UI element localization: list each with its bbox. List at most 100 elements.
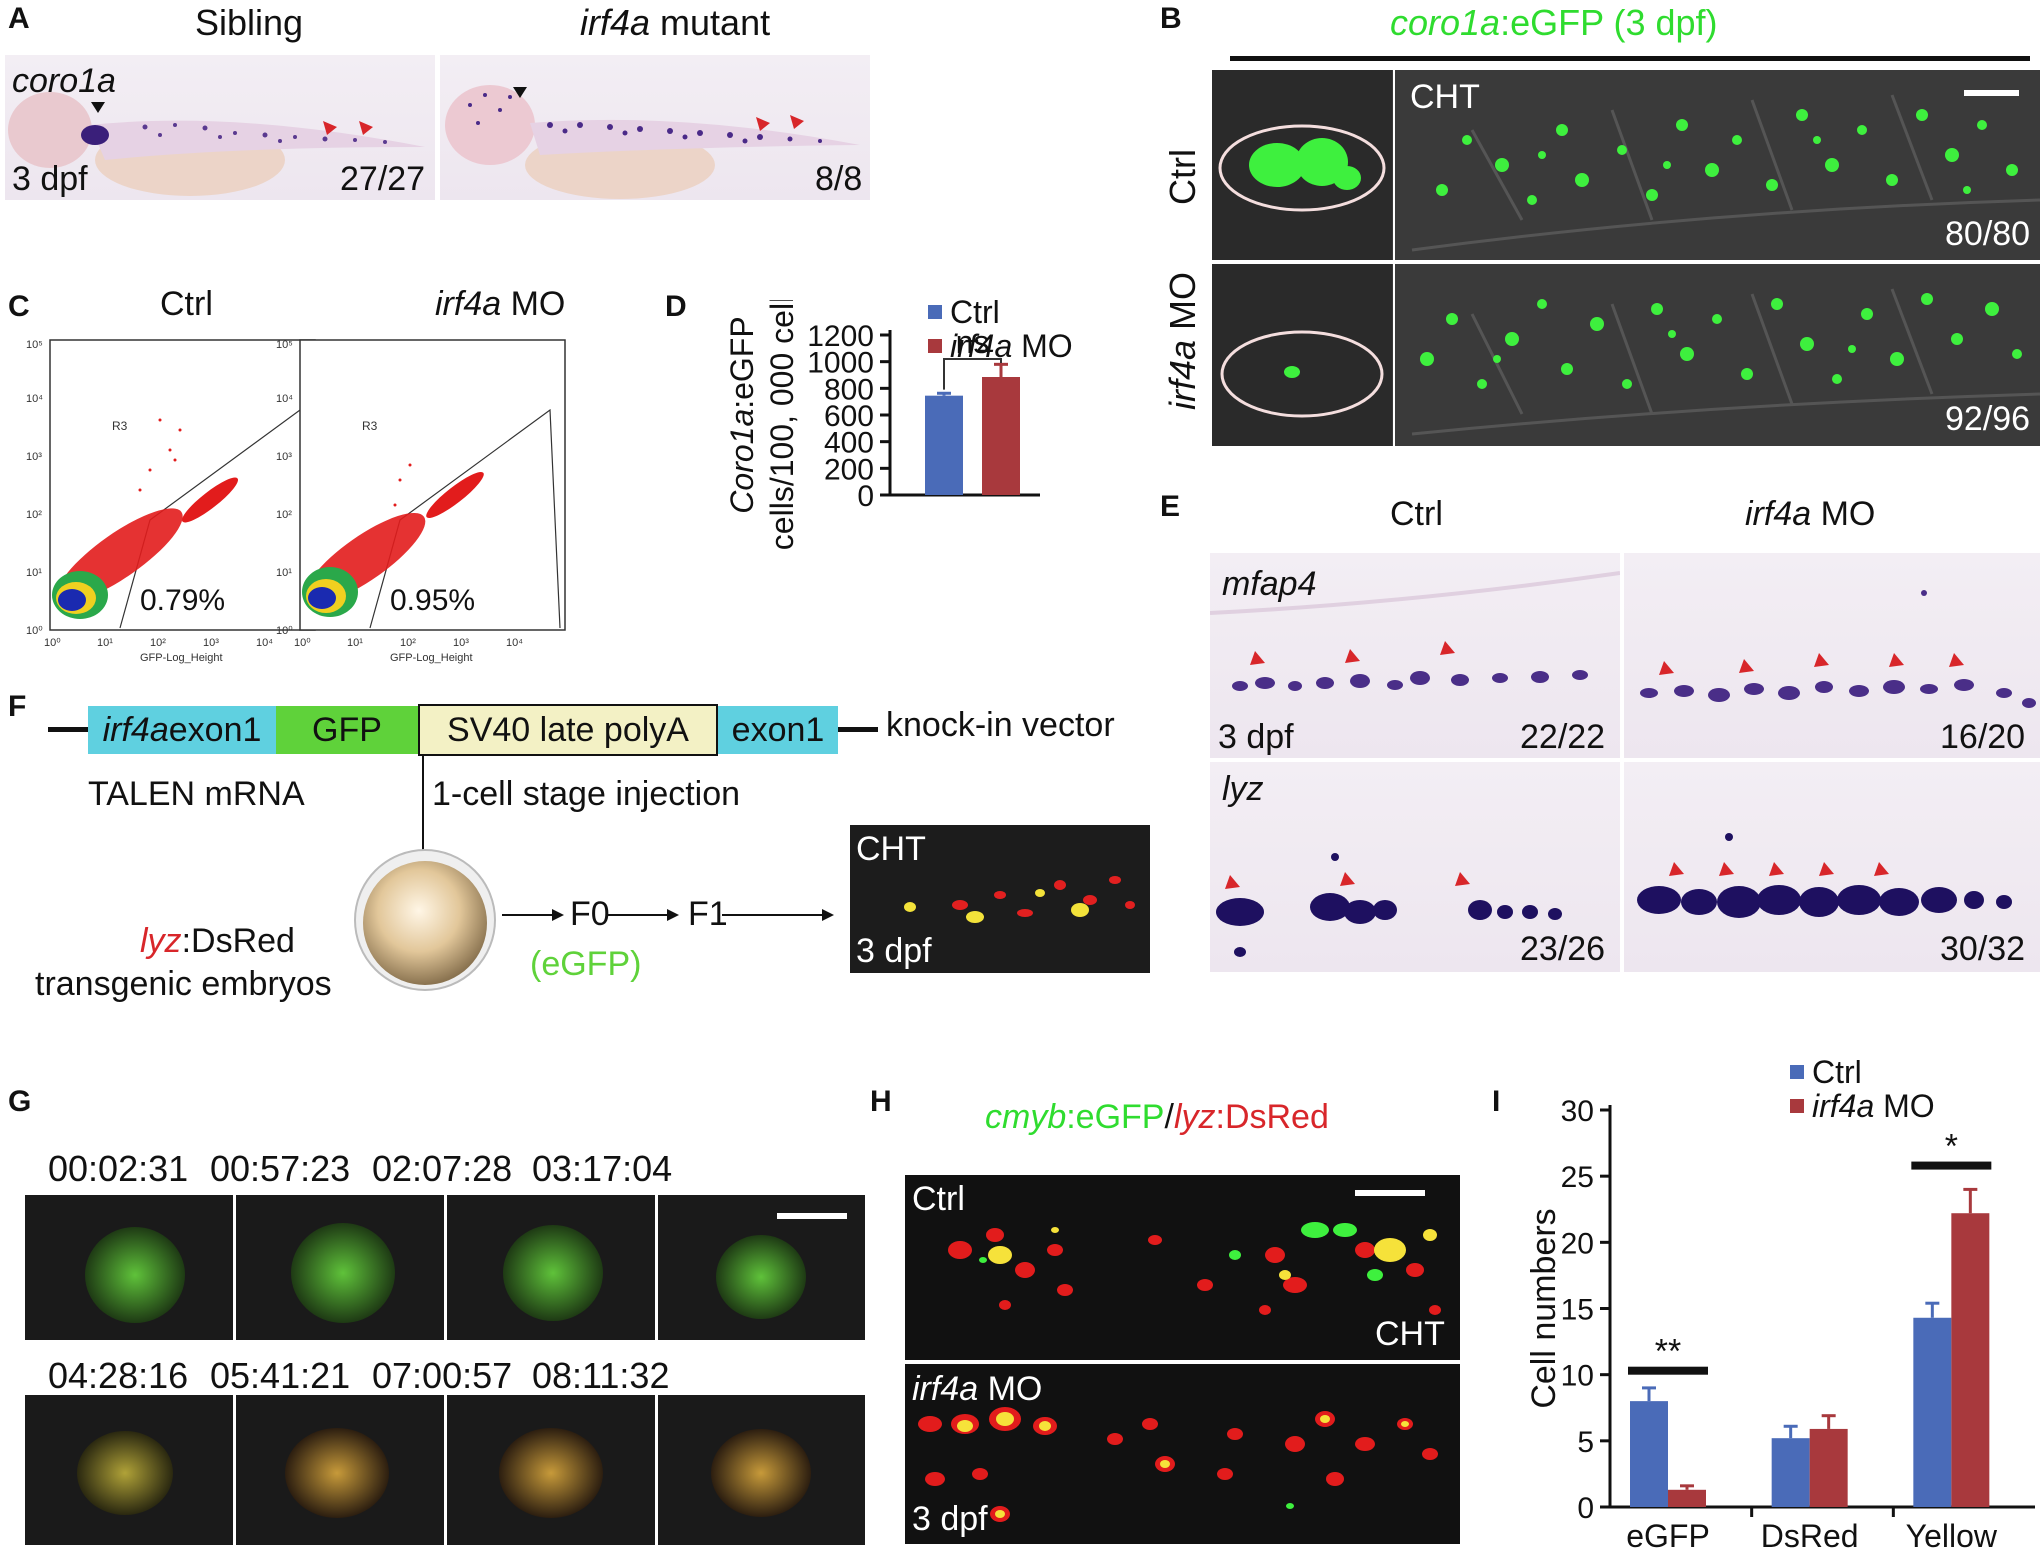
bar-i-2-1 bbox=[1951, 1213, 1990, 1507]
panel-h-title: cmyb:eGFP/lyz:DsRed bbox=[985, 1098, 1329, 1136]
sig-label-i-0: ** bbox=[1655, 1333, 1681, 1371]
legend-swatch-mo-d bbox=[928, 339, 942, 353]
panel-label-d: D bbox=[665, 290, 687, 323]
legend-swatch-ctrl-d bbox=[928, 305, 942, 319]
x-tick-label-i: DsRed bbox=[1761, 1518, 1859, 1550]
legend-label-ctrl-i: Ctrl bbox=[1812, 1060, 1862, 1090]
sig-bracket-d bbox=[943, 358, 1002, 390]
svg-text:10³: 10³ bbox=[453, 637, 469, 649]
y-tick-label-d: 400 bbox=[824, 427, 874, 460]
svg-text:10²: 10² bbox=[150, 637, 166, 649]
bar-i-2-0 bbox=[1913, 1317, 1952, 1507]
mo-confocal-image bbox=[1212, 264, 2040, 446]
embryo-picture bbox=[354, 849, 496, 991]
lyz-mo-image bbox=[1624, 762, 2040, 972]
vector-segment-exon1: irf4a exon1 bbox=[88, 706, 276, 754]
y-tick-label-d: 1200 bbox=[807, 320, 874, 353]
vector-segment-exon1-right: exon1 bbox=[718, 706, 838, 754]
bar-i-1-1 bbox=[1809, 1428, 1848, 1507]
mutant-title: irf4a mutant bbox=[580, 2, 771, 43]
svg-text:GFP-Log_Height: GFP-Log_Height bbox=[140, 652, 223, 664]
flow-plot-mo-svg: 10⁰ 10¹ 10² 10³ 10⁴ 10⁵ 10⁰ 10¹ 10² 10³ 10⁴ G… bbox=[276, 339, 566, 664]
time-label-7: 07:00:57 bbox=[372, 1355, 513, 1396]
y-label-i: Cell numbers bbox=[1525, 1208, 1563, 1408]
sig-bar-i-2 bbox=[1911, 1161, 1992, 1170]
count-lyz-mo: 30/32 bbox=[1940, 930, 2026, 968]
vector-segment-gfp: GFP bbox=[276, 706, 418, 754]
svg-text:10²: 10² bbox=[400, 637, 416, 649]
stage-label-a: 3 dpf bbox=[12, 160, 88, 198]
time-label-6: 05:41:21 bbox=[210, 1355, 351, 1396]
h-mo-image bbox=[905, 1364, 1460, 1544]
count-mfap4-ctrl: 22/22 bbox=[1520, 718, 1606, 756]
svg-text:0.79%: 0.79% bbox=[140, 584, 225, 617]
svg-text:10⁰: 10⁰ bbox=[26, 625, 43, 637]
time-label-1: 00:02:31 bbox=[48, 1148, 189, 1189]
svg-text:10⁰: 10⁰ bbox=[294, 637, 311, 649]
y-tick-label-d: 800 bbox=[824, 373, 874, 406]
y-label-line2-d: cells/100, 000 cells bbox=[764, 300, 800, 550]
mfap4-mo-image bbox=[1624, 553, 2040, 758]
count-lyz-ctrl: 23/26 bbox=[1520, 930, 1606, 968]
time-label-4: 03:17:04 bbox=[532, 1148, 673, 1189]
svg-text:10³: 10³ bbox=[26, 451, 42, 463]
sibling-embryo-drawing bbox=[8, 92, 425, 196]
h-ctrl-image bbox=[905, 1175, 1460, 1360]
mfap4-ctrl-drawing bbox=[1210, 571, 1620, 691]
legend-label-mo-d: irf4a MO bbox=[950, 328, 1073, 364]
panel-label-a: A bbox=[8, 2, 30, 35]
bar-i-0-1 bbox=[1668, 1489, 1706, 1507]
y-tick-label-i: 0 bbox=[1577, 1492, 1594, 1525]
bar-d-1 bbox=[982, 377, 1020, 495]
time-label-5: 04:28:16 bbox=[48, 1355, 189, 1396]
y-tick-label-i: 5 bbox=[1577, 1426, 1594, 1459]
svg-text:10⁰: 10⁰ bbox=[276, 625, 293, 637]
talen-label: TALEN mRNA bbox=[88, 775, 305, 813]
flow-plot-ctrl: 10⁰ 10¹ 10² 10³ 10⁴ 10⁵ 10⁰ 10¹ 10² 10³ 10⁴ G… bbox=[0, 330, 330, 670]
sibling-count: 27/27 bbox=[340, 160, 426, 198]
mutant-count: 8/8 bbox=[815, 160, 863, 198]
svg-text:10⁴: 10⁴ bbox=[26, 393, 43, 405]
gene-label-lyz: lyz bbox=[1222, 770, 1264, 808]
egfp-label: (eGFP) bbox=[530, 945, 642, 983]
svg-text:0.95%: 0.95% bbox=[390, 584, 475, 617]
transgenic-label: transgenic embryos bbox=[35, 965, 332, 1003]
f1-fluorescence-image bbox=[850, 825, 1150, 973]
y-tick-label-d: 1000 bbox=[807, 347, 874, 380]
svg-text:10⁰: 10⁰ bbox=[44, 637, 61, 649]
svg-text:10⁴: 10⁴ bbox=[506, 637, 523, 649]
vector-right-line bbox=[838, 727, 878, 732]
mutant-embryo-image bbox=[440, 55, 870, 200]
lyz-ctrl-drawing bbox=[1216, 853, 1562, 957]
flow-plot-mo: 10⁰ 10¹ 10² 10³ 10⁴ 10⁵ 10⁰ 10¹ 10² 10³ 10⁴ G… bbox=[250, 330, 580, 670]
svg-text:10⁴: 10⁴ bbox=[256, 637, 273, 649]
y-tick-label-i: 20 bbox=[1561, 1227, 1594, 1260]
svg-text:10²: 10² bbox=[276, 509, 292, 521]
legend-label-mo-i: irf4a MO bbox=[1812, 1088, 1935, 1124]
panel-e-mo-title: irf4a MO bbox=[1745, 495, 1876, 533]
generation-arrows bbox=[502, 909, 834, 921]
time-label-2: 00:57:23 bbox=[210, 1148, 351, 1189]
panel-b-mo-count: 92/96 bbox=[1945, 400, 2031, 438]
gene-label-mfap4: mfap4 bbox=[1222, 565, 1317, 603]
sig-bar-i-0 bbox=[1628, 1366, 1708, 1375]
time-label-3: 02:07:28 bbox=[372, 1148, 513, 1189]
svg-text:R3: R3 bbox=[112, 419, 128, 433]
svg-text:10¹: 10¹ bbox=[347, 637, 363, 649]
panel-b-ctrl-count: 80/80 bbox=[1945, 215, 2031, 253]
y-tick-label-i: 25 bbox=[1561, 1161, 1594, 1194]
panel-b-bracket-line bbox=[1230, 56, 2030, 61]
y-tick-label-i: 30 bbox=[1561, 1095, 1594, 1128]
h-cht-label: CHT bbox=[1375, 1315, 1445, 1353]
panel-d-chart: 0 200 400 600 800 1000 1200 ns Ctrl irf4a MO Coro1… bbox=[690, 280, 1170, 680]
sibling-title: Sibling bbox=[195, 2, 304, 43]
ctrl-confocal-image bbox=[1212, 70, 2040, 260]
panel-i-chart: 0 5 10 15 20 25 30 eGFP DsRed Yellow ** * Ctrl irf4a … bbox=[1500, 1054, 2040, 1554]
x-tick-label-i: Yellow bbox=[1906, 1518, 1998, 1550]
panel-c-ctrl-title: Ctrl bbox=[160, 285, 213, 323]
vector-segment-polya: SV40 late polyA bbox=[418, 704, 718, 756]
h-mo-drawing bbox=[918, 1407, 1438, 1522]
y-tick-label-i: 15 bbox=[1561, 1294, 1594, 1327]
